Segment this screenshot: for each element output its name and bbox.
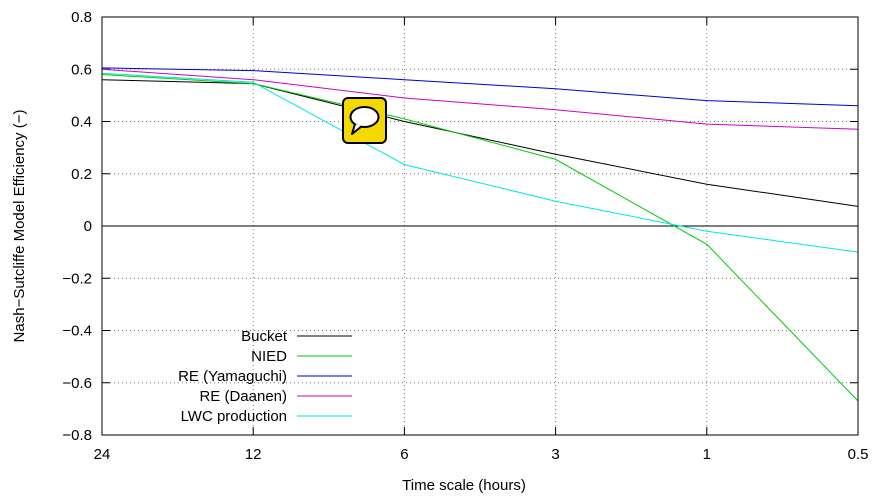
series-line xyxy=(101,79,859,207)
series-line xyxy=(101,72,859,253)
x-tick-label: 6 xyxy=(400,446,408,463)
y-tick-label: 0.2 xyxy=(71,166,92,183)
y-tick-label: 0.4 xyxy=(71,114,92,131)
bubble-body xyxy=(349,106,380,128)
y-tick-label: −0.2 xyxy=(62,270,92,287)
legend: Bucket NIED RE (Yamaguchi) RE (Daanen) LWC p… xyxy=(178,328,352,425)
x-tick-label: 24 xyxy=(94,446,111,463)
y-tick-label: 0 xyxy=(84,218,92,235)
legend-label: RE (Yamaguchi) xyxy=(178,368,287,385)
plot-frame xyxy=(101,16,859,436)
series-line xyxy=(101,67,859,107)
y-tick-label: 0.6 xyxy=(71,61,92,78)
x-tick-label: 3 xyxy=(551,446,559,463)
legend-label: RE (Daanen) xyxy=(199,388,287,405)
y-axis-label: Nash−Sutcliffe Model Efficiency (−) xyxy=(11,110,28,343)
legend-label: NIED xyxy=(251,348,287,365)
y-tick-label: 0.8 xyxy=(71,9,92,26)
series-lines xyxy=(101,67,859,402)
y-axis-ticks: −0.8 −0.6 −0.4 −0.2 0 0.2 0.4 0.6 0.8 xyxy=(62,9,858,444)
series-line xyxy=(101,68,859,130)
legend-label: LWC production xyxy=(181,408,287,425)
x-tick-label: 12 xyxy=(245,446,262,463)
bubble-tail xyxy=(351,123,363,135)
legend-label: Bucket xyxy=(241,328,288,345)
x-tick-label: 1 xyxy=(703,446,711,463)
series-line xyxy=(101,74,859,402)
speech-bubble-icon[interactable] xyxy=(342,97,387,144)
x-axis-ticks: 24 12 6 3 1 0.5 xyxy=(94,17,869,463)
y-tick-label: −0.8 xyxy=(62,427,92,444)
y-tick-label: −0.4 xyxy=(62,323,92,340)
x-axis-label: Time scale (hours) xyxy=(402,477,526,494)
grid xyxy=(102,17,858,435)
y-tick-label: −0.6 xyxy=(62,375,92,392)
x-tick-label: 0.5 xyxy=(848,446,869,463)
